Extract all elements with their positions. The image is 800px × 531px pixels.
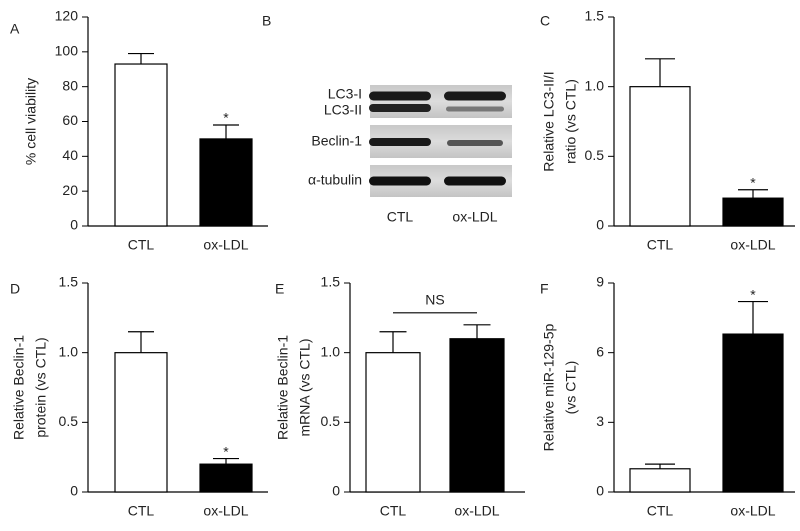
y-axis-label: Relative Beclin-1 <box>11 335 27 440</box>
blot-strip <box>370 85 512 118</box>
y-tick-label: 0 <box>70 217 78 233</box>
bracket-label: NS <box>425 292 444 308</box>
y-tick-label: 120 <box>55 8 79 24</box>
bar <box>199 463 253 493</box>
blot-band <box>369 176 431 186</box>
x-tick-label: CTL <box>128 503 155 519</box>
bar <box>722 333 784 493</box>
panel-label: E <box>275 281 284 297</box>
y-axis-label: mRNA (vs CTL) <box>297 339 313 437</box>
y-tick-label: 1.5 <box>585 8 605 24</box>
y-axis-label: protein (vs CTL) <box>33 337 49 437</box>
panel-label: A <box>10 21 20 37</box>
y-axis-label: % cell viability <box>23 78 39 165</box>
blot-band <box>444 176 506 186</box>
significance-marker: * <box>750 174 756 190</box>
panel-label: C <box>540 13 550 29</box>
panel-label: F <box>540 281 549 297</box>
x-tick-label: CTL <box>128 237 155 253</box>
y-tick-label: 1.0 <box>321 343 341 359</box>
blot-band <box>369 104 431 112</box>
y-tick-label: 0 <box>596 483 604 499</box>
y-tick-label: 3 <box>596 413 604 429</box>
y-tick-label: 0 <box>70 483 78 499</box>
y-tick-label: 20 <box>62 182 78 198</box>
y-tick-label: 0 <box>596 217 604 233</box>
significance-marker: * <box>223 110 229 126</box>
x-tick-label: ox-LDL <box>730 237 775 253</box>
panel-label: B <box>262 13 271 29</box>
blot-band <box>444 91 506 101</box>
bar <box>199 138 253 227</box>
significance-marker: * <box>750 286 756 302</box>
band-label: α-tubulin <box>308 172 362 188</box>
x-tick-label: CTL <box>380 503 407 519</box>
bar <box>722 197 784 227</box>
band-label: LC3-I <box>328 86 362 102</box>
band-label: LC3-II <box>324 102 362 118</box>
y-tick-label: 1.5 <box>321 274 341 290</box>
x-tick-label: ox-LDL <box>203 237 248 253</box>
y-tick-label: 1.0 <box>59 343 79 359</box>
band-label: Beclin-1 <box>311 133 362 149</box>
y-tick-label: 0.5 <box>321 413 341 429</box>
y-axis-label: (vs CTL) <box>563 361 579 415</box>
y-tick-label: 40 <box>62 147 78 163</box>
bar <box>365 352 421 493</box>
blot-band <box>369 91 431 101</box>
y-tick-label: 60 <box>62 112 78 128</box>
significance-marker: * <box>223 443 229 459</box>
y-axis-label: Relative miR-129-5p <box>541 323 557 451</box>
bar <box>114 352 168 493</box>
y-axis-label: Relative LC3-II/I <box>541 71 557 171</box>
panel-label: D <box>10 281 20 297</box>
y-tick-label: 0.5 <box>585 147 605 163</box>
blot-band <box>447 140 503 146</box>
y-tick-label: 9 <box>596 274 604 290</box>
y-tick-label: 100 <box>55 43 79 59</box>
blot-band <box>446 106 504 112</box>
x-tick-label: ox-LDL <box>203 503 248 519</box>
bar <box>629 468 691 493</box>
y-tick-label: 0 <box>332 483 340 499</box>
x-tick-label: CTL <box>647 503 674 519</box>
y-tick-label: 1.5 <box>59 274 79 290</box>
y-tick-label: 80 <box>62 77 78 93</box>
y-tick-label: 6 <box>596 343 604 359</box>
x-tick-label: ox-LDL <box>454 503 499 519</box>
y-axis-label: Relative Beclin-1 <box>275 335 291 440</box>
x-tick-label: ox-LDL <box>730 503 775 519</box>
x-tick-label: CTL <box>647 237 674 253</box>
y-tick-label: 0.5 <box>59 413 79 429</box>
blot-band <box>369 138 431 146</box>
lane-label: ox-LDL <box>452 209 497 225</box>
y-axis-label: ratio (vs CTL) <box>563 79 579 164</box>
y-tick-label: 1.0 <box>585 77 605 93</box>
bar <box>449 338 505 493</box>
bar <box>629 86 691 227</box>
lane-label: CTL <box>387 209 414 225</box>
bar <box>114 63 168 227</box>
